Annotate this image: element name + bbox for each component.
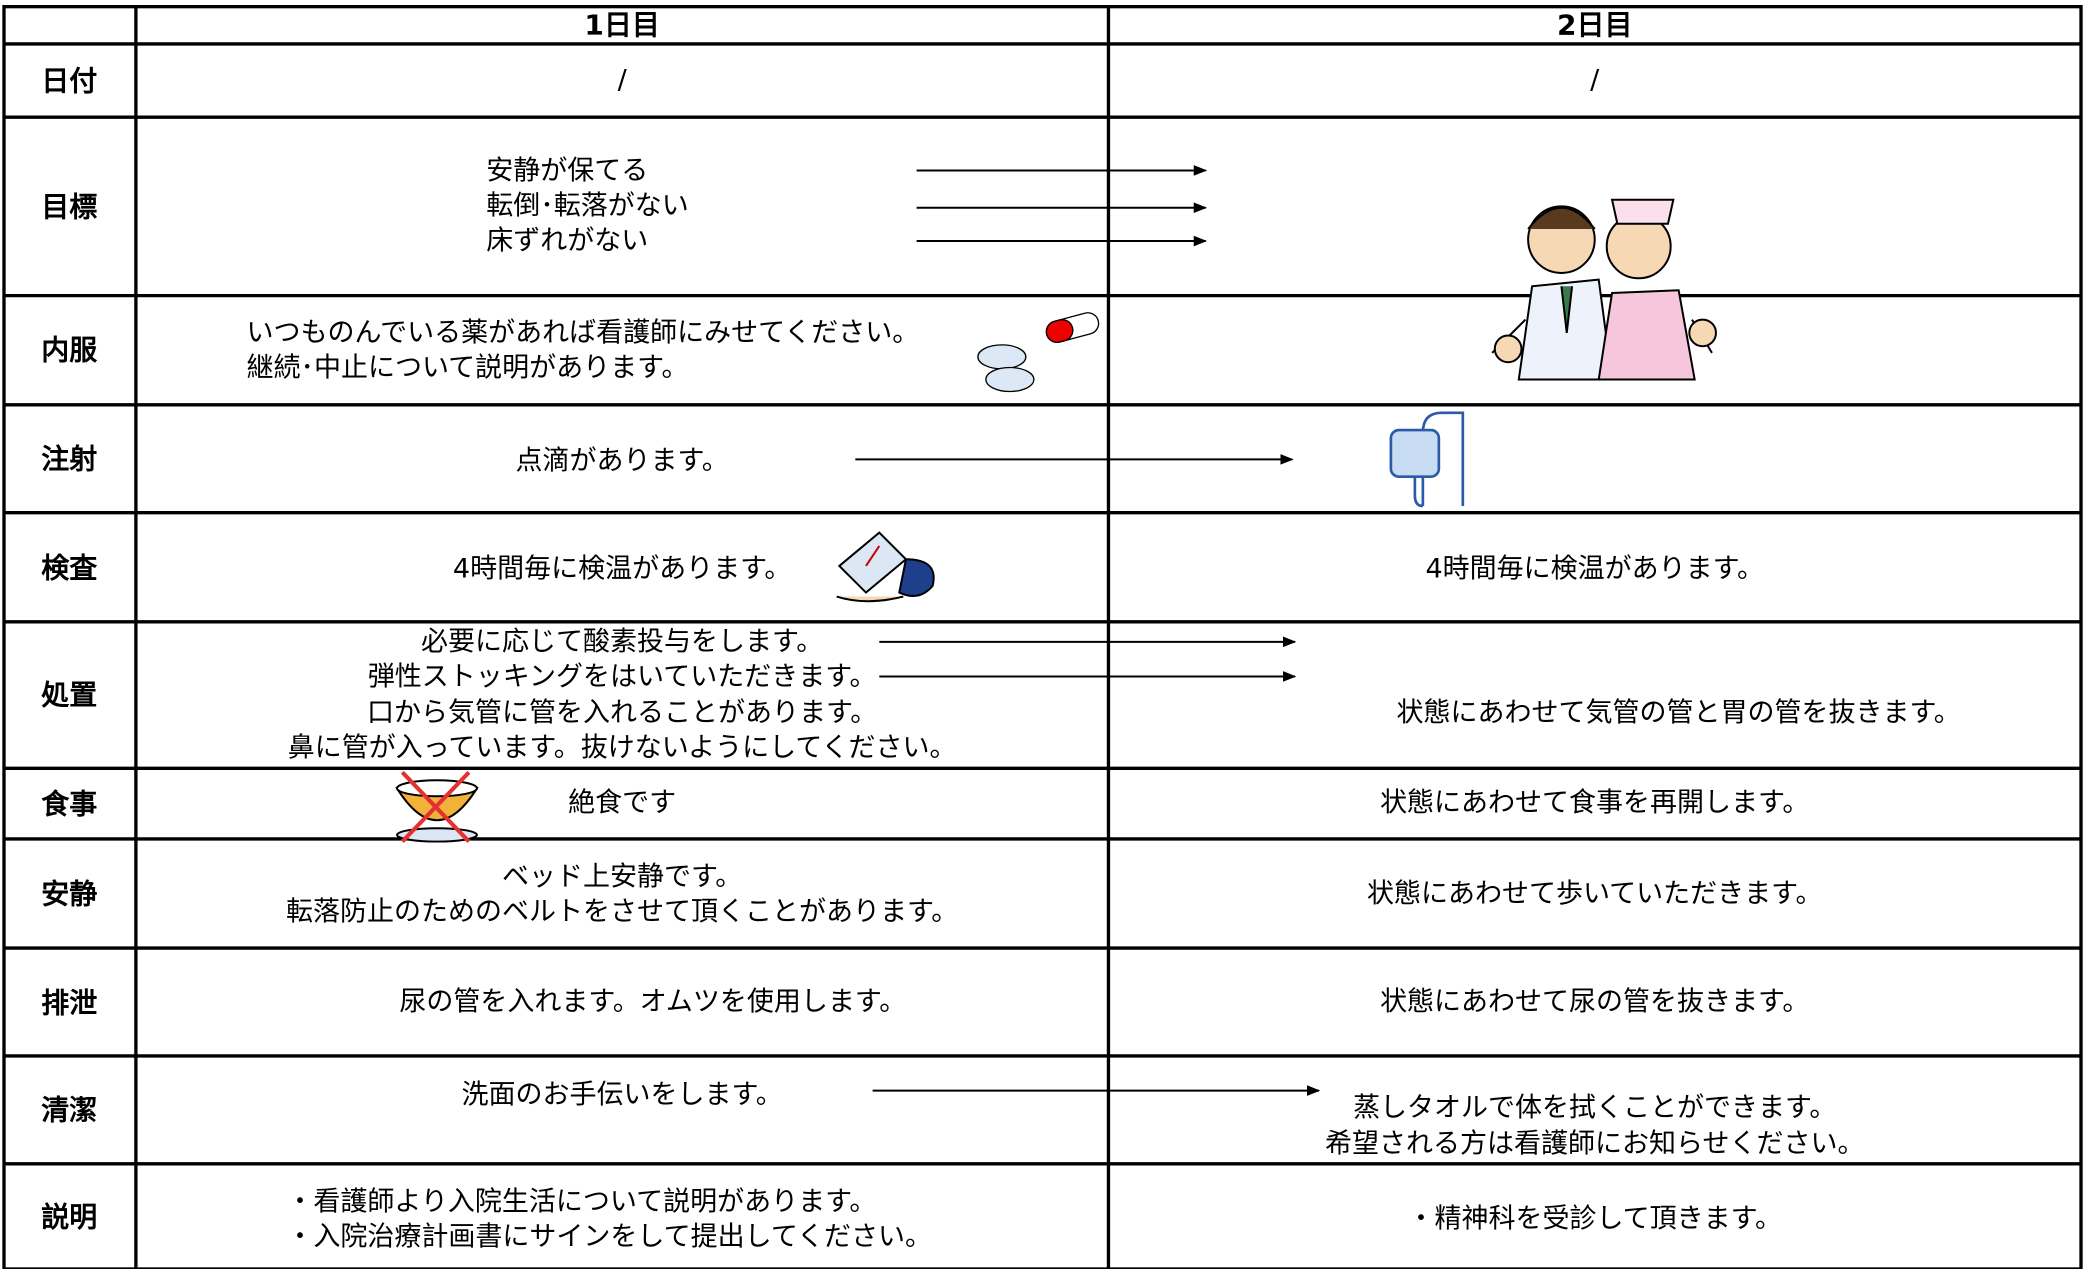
cell-text: 状態にあわせて気管の管と胃の管を抜きます。 <box>1396 697 1961 729</box>
cell-text: 弾性ストッキングをはいていただきます。 <box>367 661 877 693</box>
row-label: 処置 <box>41 678 98 712</box>
cell-text: 転倒･転落がない <box>486 190 689 222</box>
cell-text: ・入院治療計画書にサインをして提出してください。 <box>286 1221 933 1253</box>
cell-text: 希望される方は看護師にお知らせください。 <box>1324 1128 1865 1160</box>
cell-text: 点滴があります。 <box>515 445 729 477</box>
cell-text: 状態にあわせて尿の管を抜きます。 <box>1380 986 1810 1018</box>
pill-icon <box>977 312 1100 393</box>
cell-text: 絶食です <box>568 787 677 819</box>
column-header: 1日目 <box>584 8 660 42</box>
cell-text: 尿の管を入れます。オムツを使用します。 <box>399 986 907 1018</box>
doctor-nurse-illustration <box>1491 198 1717 381</box>
cell-text: 口から気管に管を入れることがあります。 <box>367 697 878 729</box>
cell-text: 転落防止のためのベルトをさせて頂くことがあります。 <box>286 896 959 928</box>
iv-icon <box>1389 411 1465 508</box>
cell-text: / <box>1590 64 1600 96</box>
cell-text: ベッド上安静です。 <box>502 861 743 893</box>
cell-text: 状態にあわせて食事を再開します。 <box>1380 787 1810 819</box>
row-label: 目標 <box>41 190 98 223</box>
cell-text: 洗面のお手伝いをします。 <box>461 1079 783 1111</box>
thermometer-icon <box>836 531 935 603</box>
no-food-icon <box>395 770 479 843</box>
cell-text: 必要に応じて酸素投与をします。 <box>421 626 824 658</box>
cell-text: いつものんでいる薬があれば看護師にみせてください。 <box>246 317 920 349</box>
column-header: 2日目 <box>1556 8 1633 42</box>
cell-text: 床ずれがない <box>486 225 649 257</box>
cell-text: 4時間毎に検温があります。 <box>1425 553 1764 585</box>
cell-text: 継続･中止について説明があります。 <box>246 352 689 384</box>
row-label: 食事 <box>41 787 98 821</box>
row-label: 安静 <box>41 877 98 911</box>
cell-text: 状態にあわせて歩いていただきます。 <box>1366 878 1823 910</box>
cell-text: ・看護師より入院生活について説明があります。 <box>286 1186 877 1218</box>
cell-text: 鼻に管が入っています。抜けないようにしてください。 <box>287 732 957 764</box>
row-label: 清潔 <box>41 1093 98 1127</box>
row-label: 説明 <box>41 1200 98 1234</box>
row-label: 日付 <box>41 64 98 98</box>
cell-text: 4時間毎に検温があります。 <box>452 553 792 585</box>
cell-text: 安静が保てる <box>486 155 649 187</box>
grid <box>2 4 2083 1269</box>
cell-text: ・精神科を受診して頂きます。 <box>1407 1203 1782 1235</box>
row-label: 排泄 <box>41 986 98 1020</box>
row-label: 検査 <box>41 551 98 585</box>
arrows <box>855 165 1321 1096</box>
cell-text: / <box>617 64 627 96</box>
cell-text: 蒸しタオルで体を拭くことができます。 <box>1353 1092 1837 1124</box>
row-label: 注射 <box>41 442 98 476</box>
row-label: 内服 <box>41 333 98 367</box>
